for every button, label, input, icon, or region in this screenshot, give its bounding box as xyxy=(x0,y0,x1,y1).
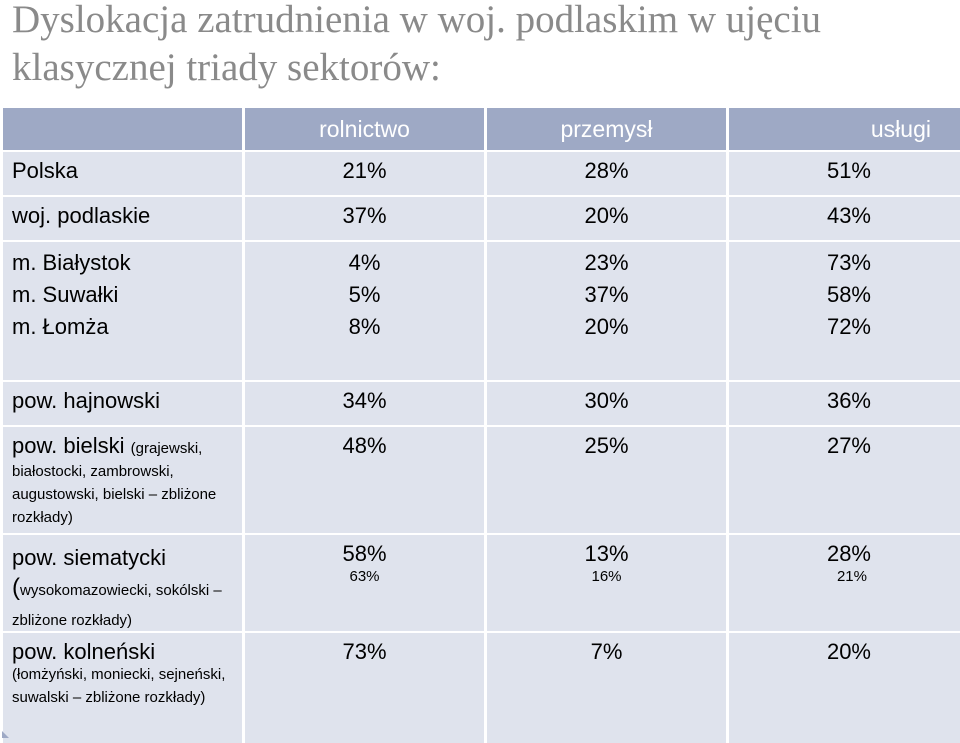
city-value: 5% xyxy=(348,282,381,307)
cell-polska-uslugi: 51% xyxy=(729,152,960,195)
primary-value: 13% xyxy=(584,541,629,566)
cell-kolnenski-przemysl: 7% xyxy=(487,633,726,743)
city-label: m. Suwałki xyxy=(12,282,119,307)
cell-bielski-uslugi: 27% xyxy=(729,427,960,533)
cell-siematycki-rolnictwo: 58% 63% xyxy=(245,535,484,631)
row-label-siematycki: pow. siematycki (wysokomazowiecki, sokól… xyxy=(3,535,242,631)
city-value: 72% xyxy=(826,314,871,339)
cell-siematycki-uslugi: 28% 21% xyxy=(729,535,960,631)
row-label-polska: Polska xyxy=(3,152,242,195)
primary-value: 58% xyxy=(342,541,387,566)
cell-podlaskie-przemysl: 20% xyxy=(487,197,726,240)
district-note-inline: (grajewski, xyxy=(130,440,203,457)
cell-cities-rolnictwo: 4% 5% 8% xyxy=(245,242,484,380)
city-value: 73% xyxy=(826,250,871,275)
header-przemysl: przemysł xyxy=(487,108,726,150)
city-value: 8% xyxy=(348,314,381,339)
secondary-value: 21% xyxy=(836,568,867,585)
city-value: 20% xyxy=(584,314,629,339)
cell-cities-uslugi: 73% 58% 72% xyxy=(729,242,960,380)
district-paren: ( xyxy=(12,574,20,601)
secondary-value: 16% xyxy=(591,568,622,585)
row-label-hajnowski: pow. hajnowski xyxy=(3,382,242,425)
cell-polska-rolnictwo: 21% xyxy=(245,152,484,195)
district-name: pow. bielski xyxy=(12,433,125,458)
city-value: 37% xyxy=(584,282,629,307)
district-note: białostocki, zambrowski, augustowski, bi… xyxy=(12,463,217,526)
header-corner xyxy=(3,108,242,150)
cell-kolnenski-rolnictwo: 73% xyxy=(245,633,484,743)
cell-podlaskie-rolnictwo: 37% xyxy=(245,197,484,240)
slide-corner-decoration xyxy=(2,731,9,738)
city-value: 4% xyxy=(348,250,381,275)
header-rolnictwo: rolnictwo xyxy=(245,108,484,150)
cell-hajnowski-przemysl: 30% xyxy=(487,382,726,425)
row-label-kolnenski: pow. kolneński (łomżyński, moniecki, sej… xyxy=(3,633,242,743)
cell-hajnowski-rolnictwo: 34% xyxy=(245,382,484,425)
cell-siematycki-przemysl: 13% 16% xyxy=(487,535,726,631)
sector-table: rolnictwo przemysł usługi Polska 21% 28%… xyxy=(3,108,960,743)
cell-bielski-rolnictwo: 48% xyxy=(245,427,484,533)
city-label: m. Łomża xyxy=(12,314,109,339)
row-label-bielski: pow. bielski (grajewski, białostocki, za… xyxy=(3,427,242,533)
city-value: 58% xyxy=(826,282,871,307)
cell-hajnowski-uslugi: 36% xyxy=(729,382,960,425)
district-note: (łomżyński, moniecki, sejneński, suwalsk… xyxy=(12,666,226,706)
cell-podlaskie-uslugi: 43% xyxy=(729,197,960,240)
row-label-podlaskie: woj. podlaskie xyxy=(3,197,242,240)
page-title: Dyslokacja zatrudnienia w woj. podlaskim… xyxy=(12,0,822,89)
cell-kolnenski-uslugi: 20% xyxy=(729,633,960,743)
district-name: pow. siematycki xyxy=(12,545,167,570)
district-name: pow. kolneński xyxy=(12,639,156,664)
city-label: m. Białystok xyxy=(12,250,131,275)
secondary-value: 63% xyxy=(349,568,380,585)
primary-value: 28% xyxy=(826,541,871,566)
row-label-cities: m. Białystok m. Suwałki m. Łomża xyxy=(3,242,242,380)
cell-bielski-przemysl: 25% xyxy=(487,427,726,533)
cell-cities-przemysl: 23% 37% 20% xyxy=(487,242,726,380)
header-uslugi: usługi xyxy=(729,108,960,150)
cell-polska-przemysl: 28% xyxy=(487,152,726,195)
city-value: 23% xyxy=(584,250,629,275)
district-note: wysokomazowiecki, sokólski – zbliżone ro… xyxy=(12,582,222,629)
